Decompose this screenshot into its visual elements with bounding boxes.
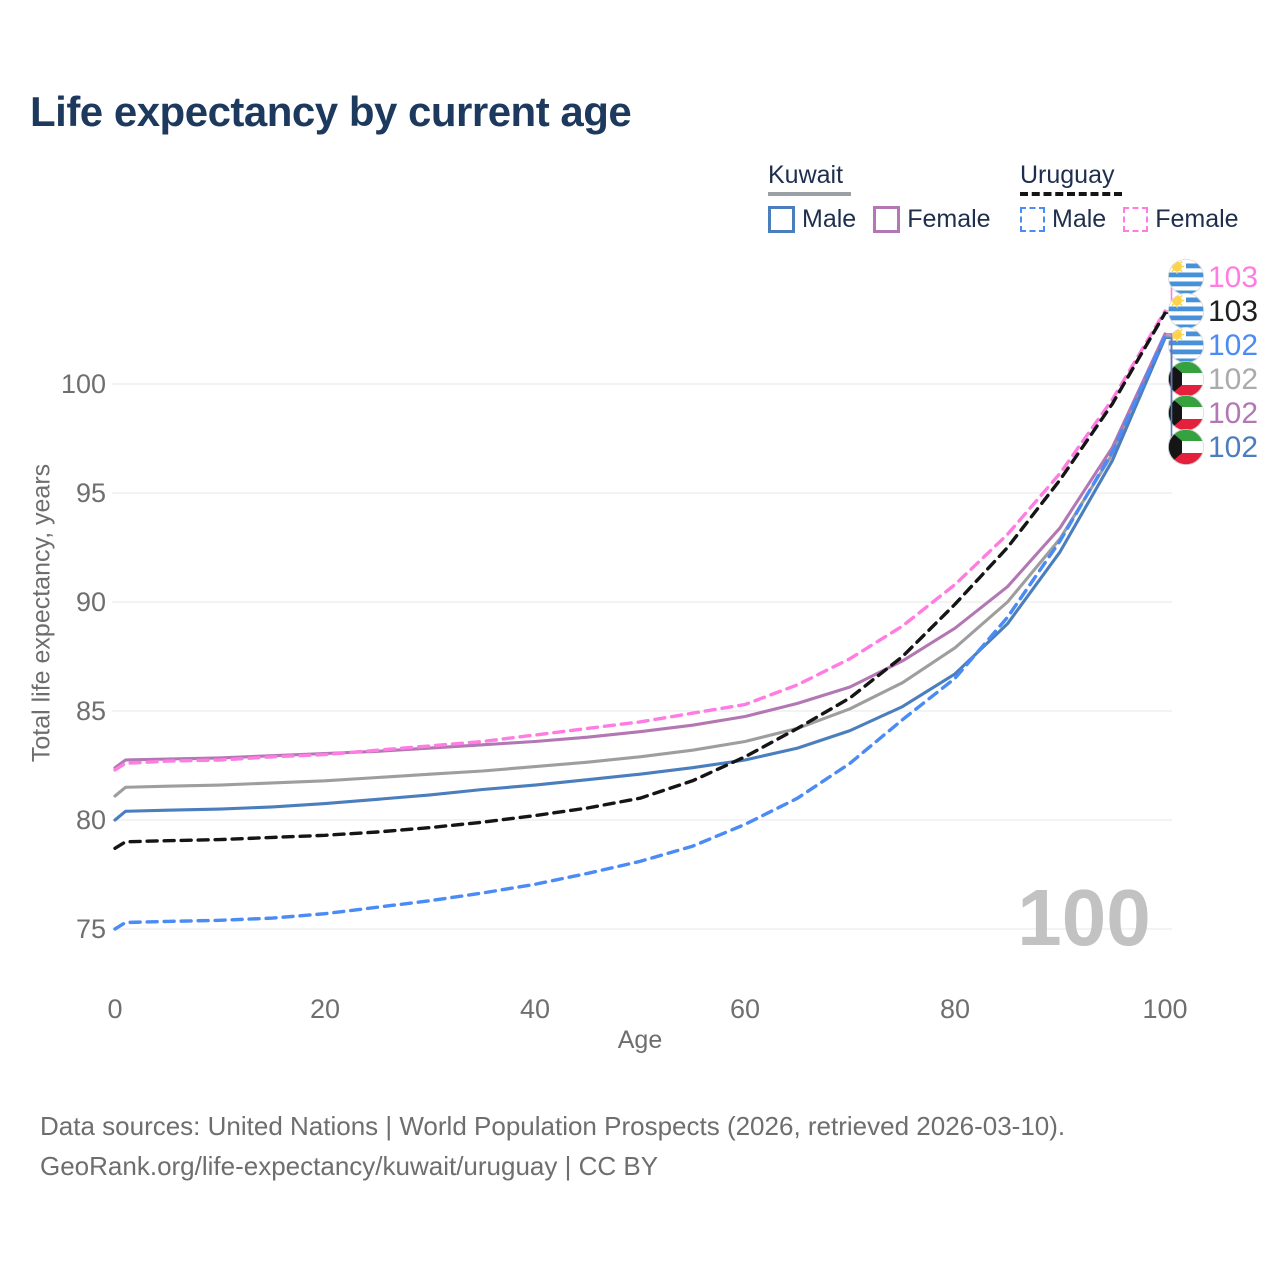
legend-swatch-uruguay-male [1020,207,1045,232]
series-line-uruguay-female [113,309,1167,772]
legend-group-uruguay: Uruguay Male Female [1020,161,1239,234]
watermark: 100 [1017,873,1150,962]
legend-country-uruguay: Uruguay [1020,161,1115,189]
end-label-connector [1166,337,1173,448]
x-tick-label: 40 [520,994,550,1024]
footer: Data sources: United Nations | World Pop… [40,1106,1065,1186]
legend-swatch-kuwait-female [873,206,901,233]
end-value-label: 103 [1208,295,1258,328]
flag-kuwait-icon [1168,360,1205,397]
y-tick-label: 100 [61,369,106,399]
footer-url-line: GeoRank.org/life-expectancy/kuwait/urugu… [40,1151,659,1181]
x-tick-label: 80 [940,994,970,1024]
x-axis-title: Age [617,1026,663,1054]
end-value-label: 102 [1208,363,1258,396]
legend-label-uruguay-male: Male [1052,205,1107,233]
y-tick-label: 85 [76,696,106,726]
series-line-uruguay-both [113,311,1167,850]
flag-uruguay-icon [1168,258,1205,295]
series-line-kuwait-both [113,335,1167,798]
y-tick-label: 75 [76,914,106,944]
series-line-kuwait-female [113,332,1167,770]
page-title: Life expectancy by current age [30,88,632,135]
y-tick-label: 90 [76,587,106,617]
legend-item-uruguay-female: Female [1123,205,1239,234]
end-value-label: 102 [1208,397,1258,430]
legend-item-uruguay-male: Male [1020,205,1106,234]
y-axis-title: Total life expectancy, years [27,463,56,763]
end-value-label: 102 [1208,431,1258,464]
series-line-uruguay-male [113,334,1167,931]
flag-kuwait-icon [1168,394,1205,431]
legend-linestyle-swatch-uruguay [1020,192,1122,196]
x-tick-label: 100 [1142,994,1187,1024]
y-tick-label: 95 [76,478,106,508]
legend-item-kuwait-female: Female [873,205,991,234]
x-tick-label: 0 [107,994,122,1024]
legend-label-uruguay-female: Female [1155,205,1239,233]
end-value-label: 103 [1208,261,1258,294]
legend-label-kuwait-female: Female [907,205,991,233]
series-line-kuwait-male [113,336,1167,822]
flag-uruguay-icon [1168,326,1205,363]
legend-group-kuwait: Kuwait Male Female [768,161,991,234]
x-tick-label: 20 [310,994,340,1024]
end-value-label: 102 [1208,329,1258,362]
legend-linestyle-swatch-kuwait [768,192,851,196]
footer-source-line: Data sources: United Nations | World Pop… [40,1111,1066,1141]
flag-uruguay-icon [1168,292,1205,329]
x-tick-label: 60 [730,994,760,1024]
flag-kuwait-icon [1168,428,1205,465]
legend-swatch-kuwait-male [768,206,795,233]
legend-swatch-uruguay-female [1123,207,1149,232]
legend-country-kuwait: Kuwait [768,161,844,189]
y-tick-label: 80 [76,805,106,835]
legend-label-kuwait-male: Male [802,205,857,233]
legend-item-kuwait-male: Male [768,205,856,234]
